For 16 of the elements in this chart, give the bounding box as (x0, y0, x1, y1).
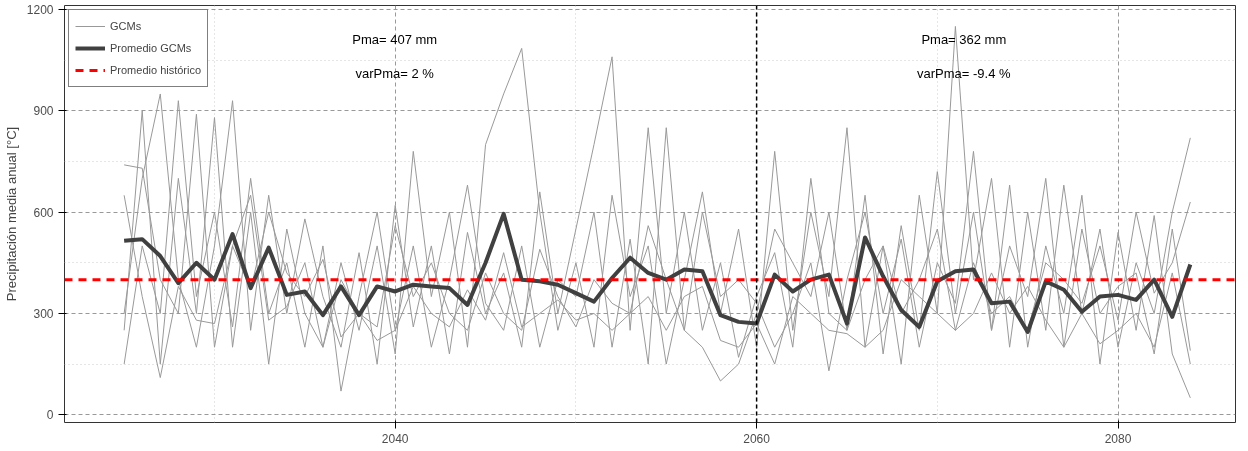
y-tick-label: 900 (33, 104, 54, 119)
annotation: Pma= 362 mm (921, 32, 1007, 48)
legend-label: GCMs (110, 20, 142, 32)
annotation: varPma= -9.4 % (917, 65, 1012, 81)
x-tick-label: 2080 (1104, 431, 1132, 446)
legend-label: Promedio GCMs (110, 42, 192, 54)
y-tick-label: 600 (33, 205, 54, 220)
y-tick-label: 1200 (26, 3, 54, 18)
x-tick-label: 2060 (743, 431, 771, 446)
y-tick-label: 0 (46, 408, 54, 423)
y-tick-label: 300 (33, 306, 54, 321)
y-axis-title: Precipitación media anual [°C] (3, 126, 19, 302)
annotation: Pma= 407 mm (352, 32, 438, 48)
annotation: varPma= 2 % (355, 65, 435, 81)
x-tick-label: 2040 (381, 431, 409, 446)
legend-label: Promedio histórico (110, 64, 202, 76)
